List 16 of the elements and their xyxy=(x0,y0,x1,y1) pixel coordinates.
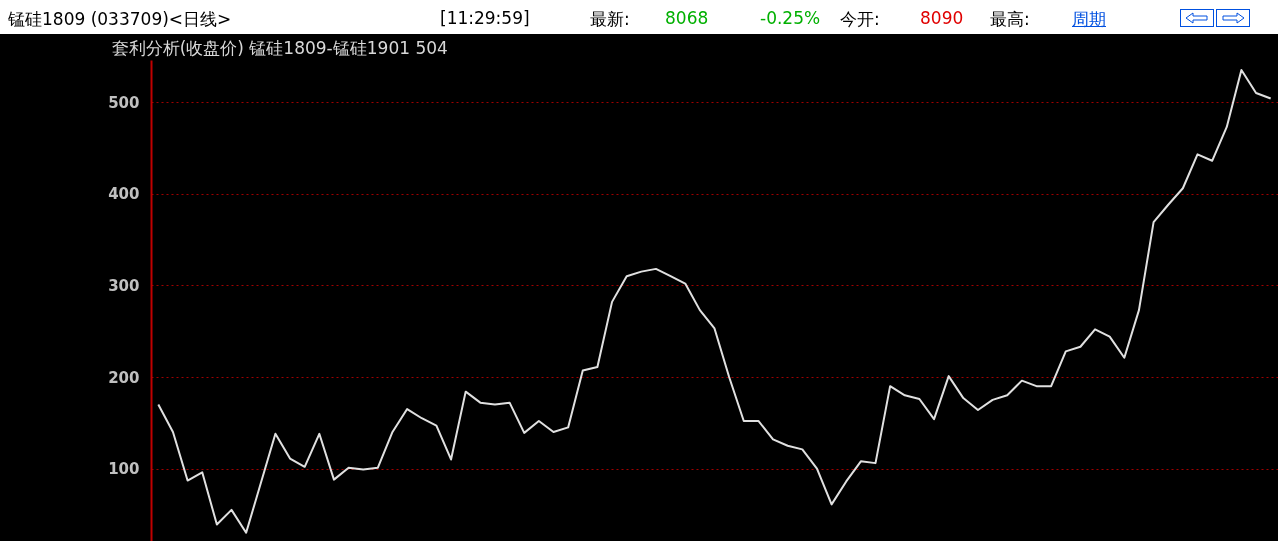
y-tick-label: 100 xyxy=(108,460,140,479)
y-tick-label: 300 xyxy=(108,276,140,295)
text: 最高: xyxy=(990,8,1030,31)
y-tick-label: 400 xyxy=(108,185,140,204)
text: 今开: xyxy=(840,8,880,31)
text: [11:29:59] xyxy=(440,8,530,28)
text: 周期 xyxy=(1072,8,1106,31)
y-tick-label: 200 xyxy=(108,368,140,387)
text: -0.25% xyxy=(760,8,821,28)
chart-title: 套利分析(收盘价) 锰硅1809-锰硅1901 504 xyxy=(111,38,448,58)
y-tick-label: 500 xyxy=(108,93,140,112)
text: 8068 xyxy=(665,8,709,28)
text: 8090 xyxy=(920,8,964,28)
text: 最新: xyxy=(590,8,630,31)
line-series xyxy=(157,69,1272,534)
text: 锰硅1809 (033709)<日线> xyxy=(8,8,232,31)
